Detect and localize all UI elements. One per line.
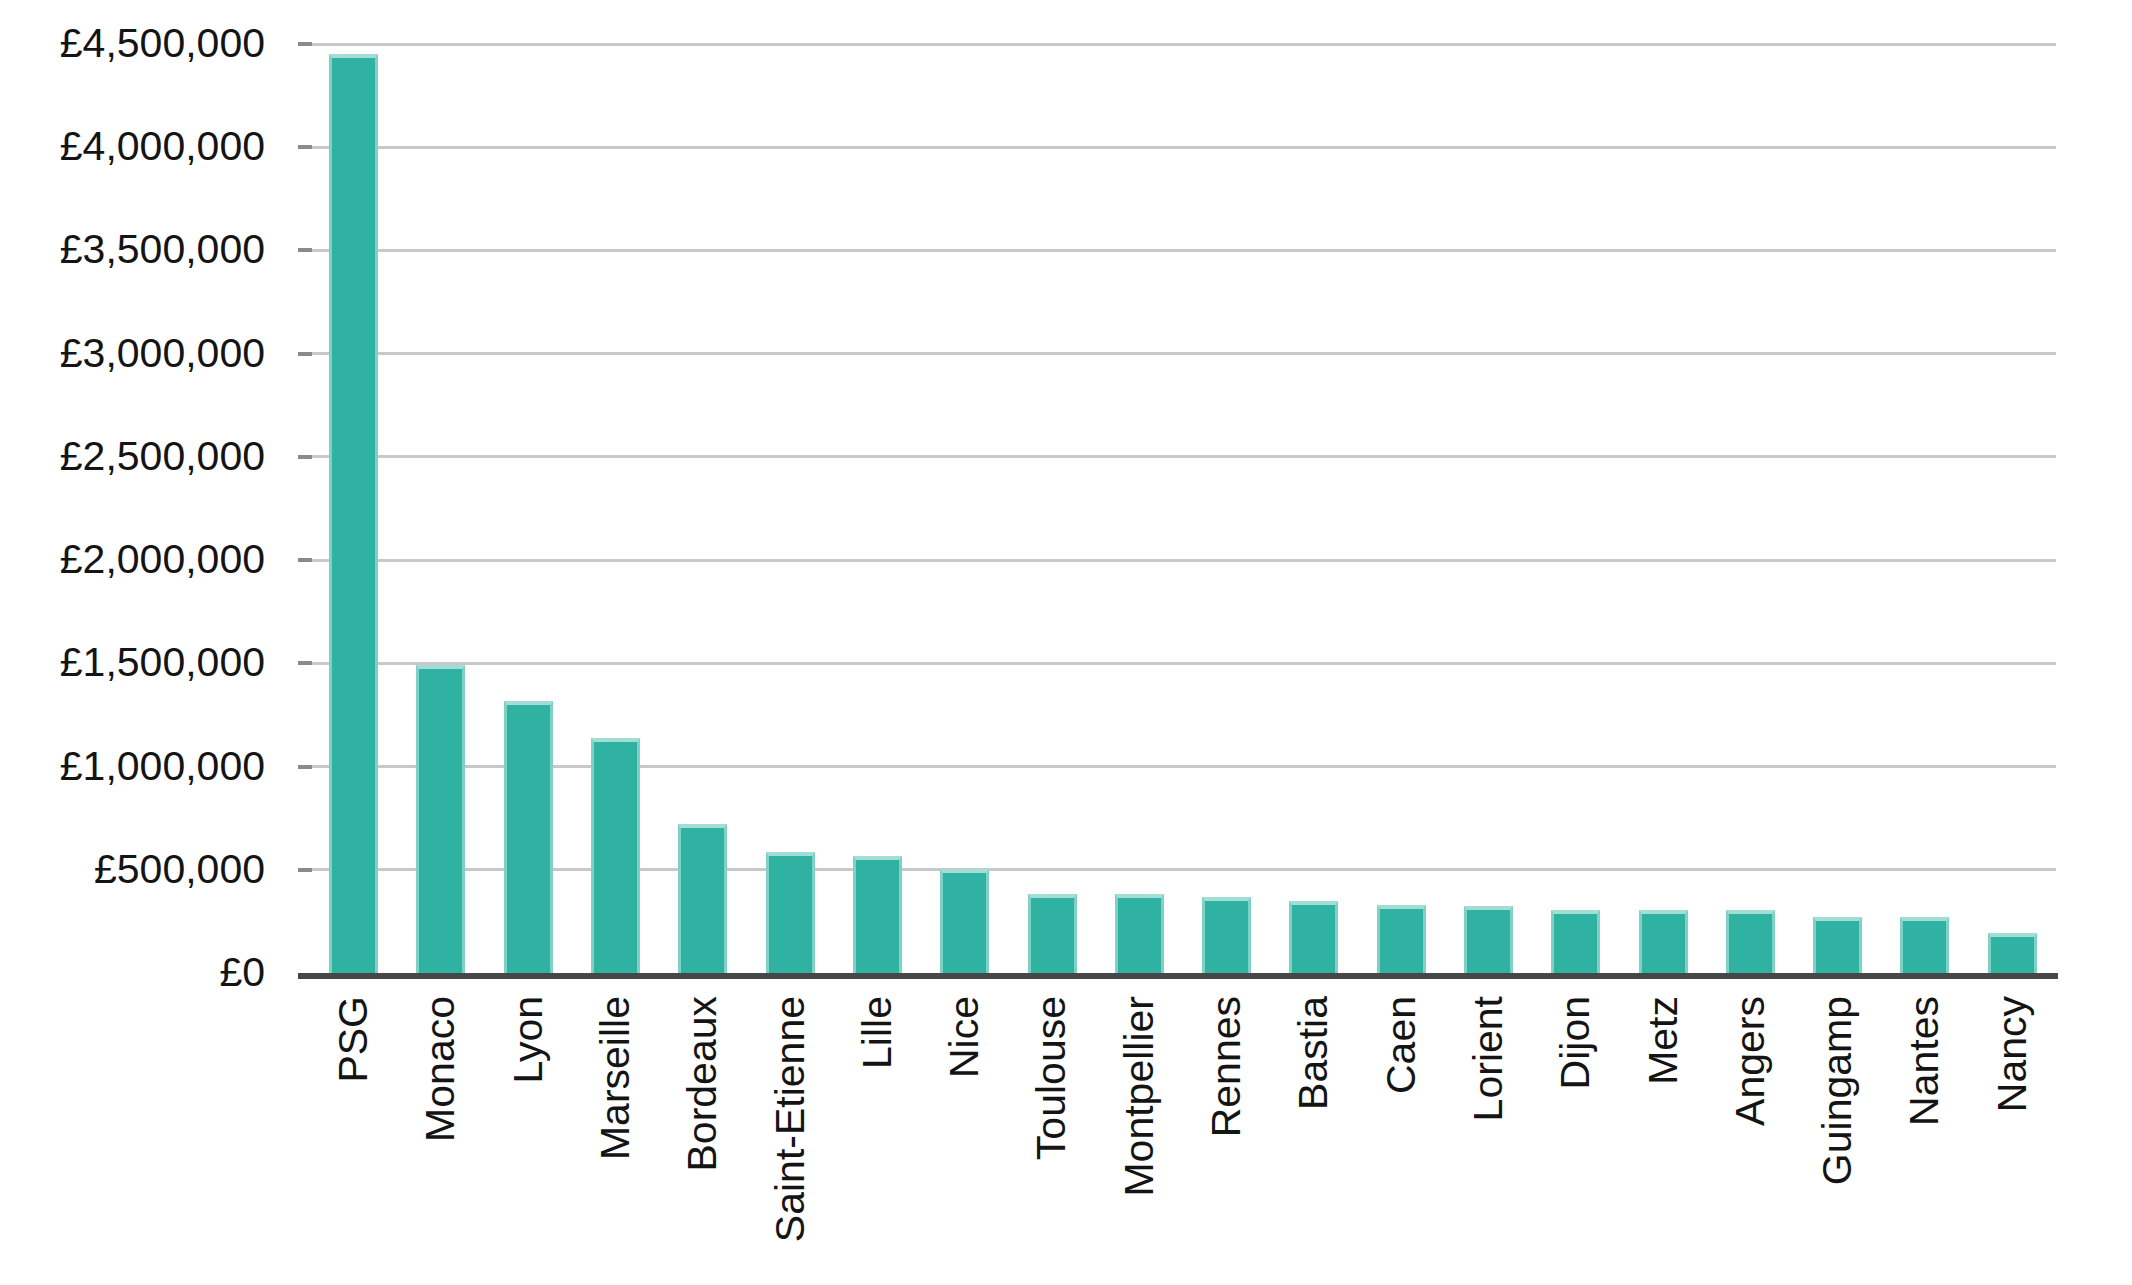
x-tick-label: Lorient <box>1465 996 1512 1121</box>
bar-bordeaux <box>678 824 727 973</box>
x-tick-label: Dijon <box>1552 996 1599 1089</box>
bar-series <box>310 44 2056 973</box>
x-label-cell: Monaco <box>397 996 484 1285</box>
x-label-cell: Montpellier <box>1096 996 1183 1285</box>
y-tick-label: £4,500,000 <box>60 21 265 66</box>
y-axis-tick-mark <box>298 248 312 252</box>
y-axis-tick-mark <box>298 145 312 149</box>
y-tick-label: £2,500,000 <box>60 434 265 479</box>
bar-lyon <box>504 701 553 974</box>
y-axis-tick-mark <box>298 868 312 872</box>
x-label-cell: Caen <box>1358 996 1445 1285</box>
y-axis-tick-mark <box>298 661 312 665</box>
x-axis-line <box>298 973 2058 979</box>
x-label-cell: Lorient <box>1445 996 1532 1285</box>
y-tick-label: £3,000,000 <box>60 331 265 376</box>
x-label-cell: Saint-Etienne <box>746 996 833 1285</box>
y-axis-tick-mark <box>298 352 312 356</box>
y-tick-label: £1,000,000 <box>60 744 265 789</box>
x-label-cell: Bastia <box>1270 996 1357 1285</box>
x-tick-label: Monaco <box>417 996 464 1142</box>
y-tick-label: £1,500,000 <box>60 641 265 686</box>
y-axis-tick-mark <box>298 42 312 46</box>
x-label-cell: Nice <box>921 996 1008 1285</box>
x-tick-label: Toulouse <box>1028 996 1075 1160</box>
x-tick-label: Lyon <box>505 996 552 1083</box>
x-tick-label: Montpellier <box>1116 996 1163 1197</box>
y-tick-label: £2,000,000 <box>60 538 265 583</box>
x-tick-label: Angers <box>1727 996 1774 1126</box>
bar-monaco <box>416 665 465 973</box>
x-tick-label: Nice <box>941 996 988 1078</box>
bar-dijon <box>1551 910 1600 973</box>
x-tick-label: Lille <box>854 996 901 1069</box>
x-tick-label: Caen <box>1378 996 1425 1094</box>
x-label-cell: PSG <box>310 996 397 1285</box>
x-label-cell: Marseille <box>572 996 659 1285</box>
x-tick-label: Nantes <box>1901 996 1948 1126</box>
y-axis-tick-mark <box>298 558 312 562</box>
bar-nancy <box>1988 933 2037 973</box>
bar-saint-etienne <box>766 852 815 973</box>
x-label-cell: Bordeaux <box>659 996 746 1285</box>
bar-metz <box>1639 910 1688 973</box>
x-label-cell: Metz <box>1619 996 1706 1285</box>
bar-psg <box>329 54 378 973</box>
bar-montpellier <box>1115 894 1164 973</box>
x-tick-label: Bordeaux <box>679 996 726 1172</box>
y-axis-labels: £0 £500,000 £1,000,000 £1,500,000 £2,000,000… <box>0 0 265 1285</box>
y-tick-label: £0 <box>219 950 265 995</box>
bar-angers <box>1726 910 1775 973</box>
y-axis-tick-mark <box>298 455 312 459</box>
x-label-cell: Lille <box>834 996 921 1285</box>
x-label-cell: Nantes <box>1881 996 1968 1285</box>
x-label-cell: Rennes <box>1183 996 1270 1285</box>
y-tick-label: £3,500,000 <box>60 228 265 273</box>
bar-guingamp <box>1813 917 1862 973</box>
bar-nantes <box>1900 917 1949 973</box>
bar-marseille <box>591 738 640 973</box>
bar-lorient <box>1464 906 1513 973</box>
x-tick-label: Rennes <box>1203 996 1250 1137</box>
x-label-cell: Guingamp <box>1794 996 1881 1285</box>
x-label-cell: Toulouse <box>1008 996 1095 1285</box>
x-tick-label: Marseille <box>592 996 639 1160</box>
y-axis-tick-mark <box>298 765 312 769</box>
x-tick-label: Saint-Etienne <box>767 996 814 1242</box>
bar-bastia <box>1289 901 1338 973</box>
x-label-cell: Angers <box>1707 996 1794 1285</box>
bar-rennes <box>1202 897 1251 973</box>
x-label-cell: Nancy <box>1969 996 2056 1285</box>
x-tick-label: Nancy <box>1989 996 2036 1112</box>
plot-area <box>310 44 2056 973</box>
x-tick-label: Guingamp <box>1814 996 1861 1185</box>
x-axis-labels: PSG Monaco Lyon Marseille Bordeaux Saint-Etie… <box>310 996 2056 1285</box>
x-tick-label: PSG <box>330 996 377 1083</box>
bar-toulouse <box>1028 894 1077 973</box>
x-tick-label: Bastia <box>1290 996 1337 1110</box>
x-label-cell: Lyon <box>485 996 572 1285</box>
y-tick-label: £500,000 <box>94 847 265 892</box>
x-label-cell: Dijon <box>1532 996 1619 1285</box>
bar-chart: £0 £500,000 £1,000,000 £1,500,000 £2,000,000… <box>0 0 2132 1285</box>
x-tick-label: Metz <box>1640 996 1687 1085</box>
y-tick-label: £4,000,000 <box>60 125 265 170</box>
bar-nice <box>940 869 989 973</box>
bar-lille <box>853 856 902 973</box>
bar-caen <box>1377 905 1426 973</box>
